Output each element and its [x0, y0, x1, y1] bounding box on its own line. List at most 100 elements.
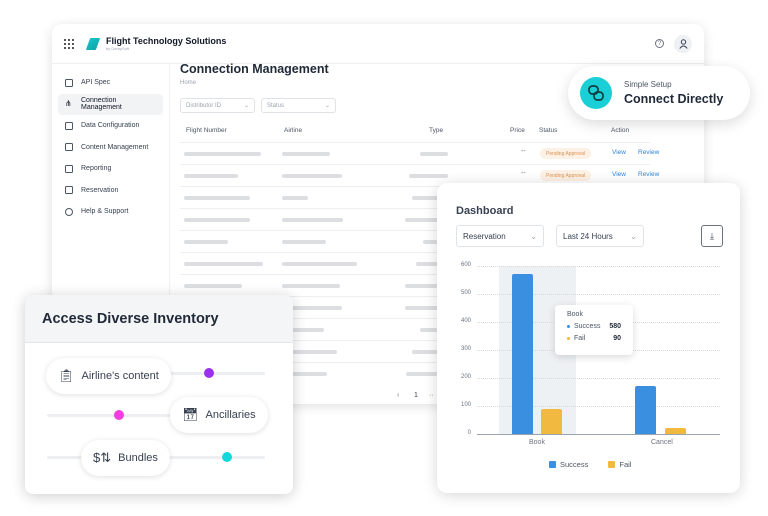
slider-dot[interactable] [114, 410, 124, 420]
sidebar-item-label: Connection Management [81, 97, 122, 111]
col-header-type[interactable]: Type [429, 127, 444, 134]
sidebar-item-label: Reporting [81, 165, 112, 172]
table-row [180, 252, 600, 274]
x-label-book: Book [529, 439, 545, 446]
legend-swatch-icon [549, 461, 556, 468]
col-header-airline[interactable]: Airline [284, 127, 303, 134]
review-link[interactable]: Review [638, 171, 660, 178]
brand-title: Flight Technology Solutions [106, 36, 227, 46]
placeholder-bar [405, 218, 448, 222]
pagination-prev[interactable]: ‹ [397, 392, 400, 399]
avatar[interactable] [674, 34, 692, 53]
tooltip-label: Success [574, 323, 601, 330]
status-badge: Pending Approval [540, 170, 592, 181]
brand-logo-icon [85, 37, 101, 50]
page-title: Connection Management [180, 62, 329, 76]
y-tick: 200 [460, 374, 471, 380]
slider-dot[interactable] [204, 368, 214, 378]
placeholder-bar [282, 306, 342, 310]
placeholder-bar [184, 240, 228, 244]
placeholder-bar [416, 262, 448, 266]
time-range-select[interactable]: Last 24 Hours ⌄ [556, 225, 644, 247]
placeholder-bar [184, 262, 263, 266]
bar-book-fail[interactable] [541, 409, 562, 434]
pill-bundles[interactable]: $⇅ Bundles [81, 440, 170, 476]
pagination-more[interactable]: ·· [429, 392, 434, 399]
col-header-action: Action [611, 127, 630, 134]
placeholder-bar [282, 328, 324, 332]
report-type-select[interactable]: Reservation ⌄ [456, 225, 544, 247]
legend-label: Success [560, 460, 589, 469]
col-header-price[interactable]: Price [510, 127, 525, 134]
breadcrumb[interactable]: Home [180, 80, 197, 86]
legend-swatch-icon [608, 461, 616, 468]
placeholder-bar [282, 240, 326, 244]
sidebar-item-content-management[interactable]: Content Management [58, 137, 163, 158]
pill-label: Ancillaries [205, 409, 256, 421]
connect-subtitle: Simple Setup [624, 80, 672, 89]
grid-line [477, 378, 720, 379]
placeholder-bar [282, 218, 343, 222]
slider-dot[interactable] [222, 452, 232, 462]
placeholder-bar [420, 152, 448, 156]
sidebar-item-label: API Spec [81, 79, 111, 86]
status-select[interactable]: Status ⌄ [261, 98, 336, 113]
table-row [180, 296, 600, 318]
download-button[interactable]: ⤓ [701, 225, 723, 247]
legend-item-fail[interactable]: Fail [608, 460, 631, 469]
y-tick: 600 [460, 262, 471, 268]
chart-icon [65, 164, 73, 173]
sidebar-item-label: Content Management [81, 143, 149, 151]
review-link[interactable]: Review [638, 149, 660, 156]
placeholder-bar [282, 152, 330, 156]
sidebar-item-reservation[interactable]: Reservation [58, 180, 163, 201]
download-icon: ⤓ [710, 230, 714, 241]
table-row: -- Pending Approval View Review [180, 142, 659, 164]
x-axis [477, 434, 720, 435]
sidebar-item-reporting[interactable]: Reporting [58, 158, 163, 179]
clipboard-icon: 📋︎ [58, 368, 75, 383]
pill-airline-content[interactable]: 📋︎ Airline's content [46, 358, 171, 394]
network-icon: ⋔ [65, 99, 72, 108]
table-row [180, 230, 600, 252]
sidebar-item-help-support[interactable]: Help & Support [58, 201, 163, 222]
bar-book-success[interactable] [512, 274, 533, 434]
y-tick: 0 [467, 430, 471, 436]
col-header-flight-number[interactable]: Flight Number [186, 127, 227, 134]
distributor-id-select[interactable]: Distributor ID ⌄ [180, 98, 255, 113]
fail-dot-icon [567, 337, 570, 340]
inventory-title: Access Diverse Inventory [25, 295, 293, 343]
help-icon[interactable]: ? [655, 39, 664, 48]
placeholder-bar [282, 372, 327, 376]
placeholder-bar [412, 196, 448, 200]
sidebar-item-api-spec[interactable]: API Spec [58, 72, 163, 93]
col-header-status[interactable]: Status [539, 127, 558, 134]
table-row [180, 208, 600, 230]
price-cell: -- [521, 170, 526, 177]
y-tick: 100 [460, 402, 471, 408]
placeholder-bar [406, 372, 448, 376]
view-link[interactable]: View [612, 149, 626, 156]
help-icon [65, 207, 73, 216]
pill-ancillaries[interactable]: 📅︎ Ancillaries [170, 397, 268, 433]
view-link[interactable]: View [612, 171, 626, 178]
bar-cancel-success[interactable] [635, 386, 656, 434]
bar-cancel-fail[interactable] [665, 428, 686, 434]
dollar-swap-icon: $⇅ [93, 450, 112, 465]
sidebar-item-connection-management[interactable]: ⋔ Connection Management [58, 93, 163, 115]
legend-item-success[interactable]: Success [549, 460, 588, 469]
tooltip-value: 90 [613, 335, 621, 342]
pagination-page[interactable]: 1 [414, 392, 418, 399]
table-row [180, 186, 600, 208]
grid-line [477, 406, 720, 407]
top-bar: Flight Technology Solutions by DerbySoft… [52, 24, 704, 64]
sidebar-item-label: Reservation [81, 186, 119, 194]
sidebar-item-data-configuration[interactable]: Data Configuration [58, 115, 163, 136]
connect-directly-card[interactable]: Simple Setup Connect Directly [568, 66, 750, 120]
doc-icon [65, 78, 73, 87]
table-row [180, 362, 600, 384]
calendar-icon [65, 186, 73, 194]
price-cell: -- [521, 148, 526, 155]
chevron-down-icon: ⌄ [243, 103, 249, 109]
apps-grid-icon[interactable] [64, 38, 74, 49]
